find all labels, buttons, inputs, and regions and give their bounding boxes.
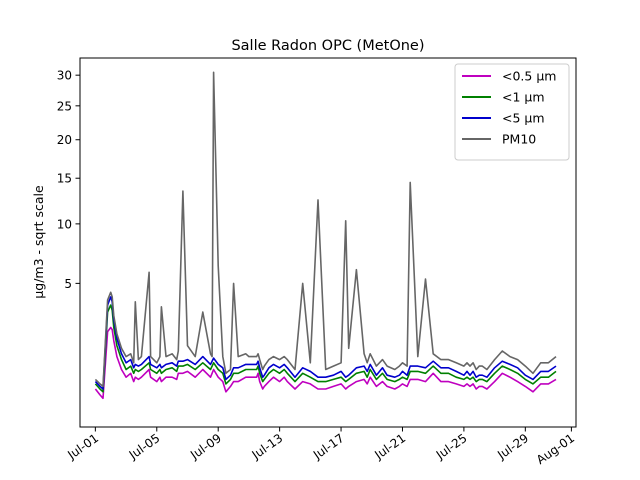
series-line-2	[94, 296, 557, 390]
y-tick-label-5: 30	[57, 69, 72, 83]
legend-label-3: PM10	[502, 132, 536, 147]
x-tick-label-5: Jul-21	[371, 431, 408, 463]
x-tick-label-3: Jul-13	[249, 431, 286, 463]
y-tick-label-1: 10	[57, 217, 72, 231]
y-tick-label-3: 20	[57, 133, 72, 147]
x-tick-label-7: Jul-29	[494, 431, 531, 463]
legend-box	[454, 63, 570, 161]
x-tick-label-4: Jul-17	[310, 431, 347, 463]
legend: <0.5 µm <1 µm <5 µm PM10	[454, 63, 570, 161]
x-tick-label-0: Jul-01	[64, 431, 101, 463]
y-tick-label-4: 25	[57, 99, 72, 113]
x-tick-label-2: Jul-09	[187, 431, 224, 463]
plot-frame	[79, 57, 577, 428]
y-axis: 5 10 15 20 25 30	[57, 69, 80, 291]
series-line-0	[94, 326, 557, 400]
legend-label-2: <5 µm	[502, 111, 545, 126]
series-layer	[94, 71, 557, 400]
y-tick-label-0: 5	[64, 277, 72, 291]
y-axis-label: µg/m3 - sqrt scale	[31, 185, 46, 299]
series-line-1	[94, 304, 557, 393]
legend-label-0: <0.5 µm	[502, 69, 556, 84]
x-tick-label-8: Aug-01	[534, 431, 577, 467]
x-tick-label-6: Jul-25	[433, 431, 470, 463]
chart-title: Salle Radon OPC (MetOne)	[231, 38, 424, 54]
series-line-3	[94, 71, 557, 388]
y-tick-label-2: 15	[57, 172, 72, 186]
legend-label-1: <1 µm	[502, 90, 545, 105]
x-axis: Jul-01 Jul-05 Jul-09 Jul-13 Jul-17 Jul-21 Jul-…	[64, 427, 577, 467]
x-tick-label-1: Jul-05	[126, 431, 163, 463]
